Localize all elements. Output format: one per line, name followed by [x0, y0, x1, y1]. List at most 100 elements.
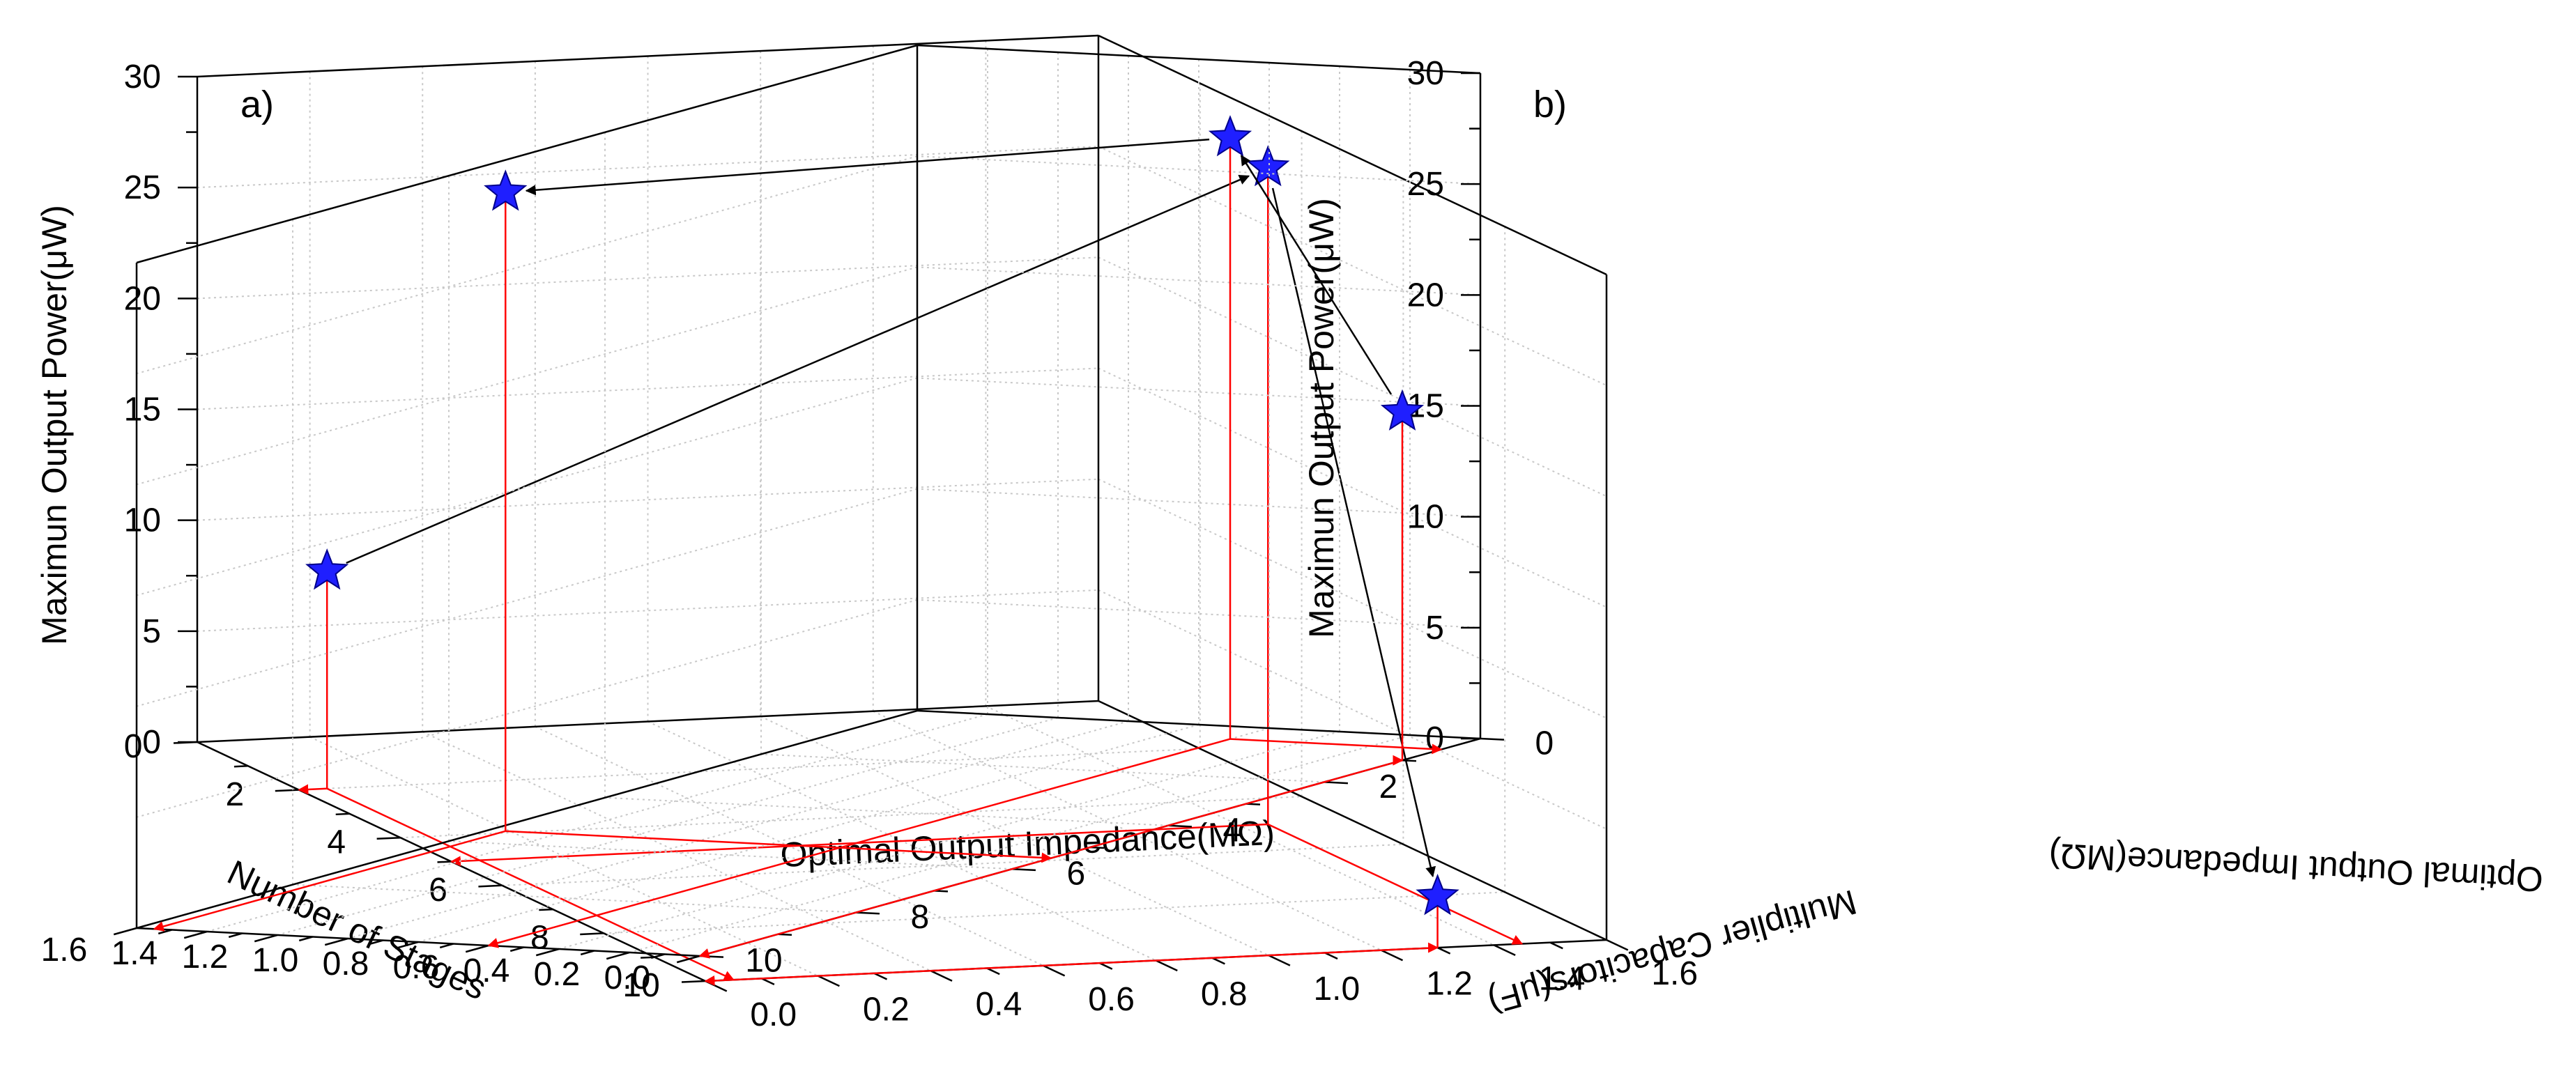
- y-minor-tick: [761, 978, 775, 985]
- x-tick: [1167, 824, 1193, 828]
- back-wall-grid-line: [1098, 589, 1607, 830]
- x-tick-label: 8: [911, 899, 930, 936]
- y-tick-label: 0.2: [534, 956, 581, 993]
- x-tick-label: 6: [429, 872, 447, 909]
- y-tick-label: 0.6: [393, 949, 440, 986]
- y-minor-tick: [650, 953, 665, 959]
- data-point-star: [1416, 874, 1459, 916]
- z-tick-label: 0: [1425, 720, 1444, 757]
- y-tick: [705, 980, 728, 992]
- y-tick-label: 1.4: [1539, 960, 1586, 997]
- side-wall-grid-line: [917, 155, 1481, 185]
- x-tick: [173, 741, 198, 744]
- x-tick-label: 10: [745, 943, 782, 980]
- y-tick-label: 1.6: [1651, 955, 1698, 992]
- x-tick-label: 10: [622, 967, 659, 1004]
- y-tick: [1155, 959, 1178, 972]
- floor-grid-line: [292, 884, 857, 913]
- y-tick-label: 1.2: [182, 939, 229, 975]
- floor-grid-line: [417, 724, 1199, 943]
- box-edge: [917, 709, 1481, 740]
- trend-arrow: [1271, 187, 1436, 878]
- z-tick-label: 25: [1407, 166, 1444, 203]
- y-tick-label: 0.0: [604, 959, 651, 996]
- y-tick: [1606, 939, 1629, 951]
- x-minor-tick: [539, 908, 553, 911]
- y-tick: [676, 955, 700, 964]
- floor-grid-line: [277, 717, 1059, 936]
- y-minor-tick: [1324, 952, 1338, 960]
- y-minor-tick: [580, 950, 595, 956]
- z-tick-label: 10: [124, 502, 161, 539]
- y-tick: [1268, 954, 1291, 966]
- floor-grid-line: [760, 753, 1325, 783]
- box-edge: [136, 709, 918, 929]
- z-tick-label: 20: [1407, 277, 1444, 314]
- x-axis-title: Number of Stages: [222, 852, 492, 1007]
- data-point-star: [305, 548, 349, 590]
- side-wall-grid-line: [917, 266, 1481, 296]
- x-tick-label: 6: [1067, 856, 1086, 893]
- y-tick-label: 0.8: [323, 946, 369, 982]
- floor-grid-line: [629, 734, 1411, 953]
- projection-to-y-axis: [1267, 823, 1524, 945]
- y-tick-label: 1.0: [252, 942, 299, 979]
- x-tick-label: 8: [530, 920, 549, 957]
- y-minor-tick: [873, 972, 888, 980]
- projection-to-x-axis: [1229, 738, 1443, 755]
- data-point-star: [1246, 145, 1290, 187]
- back-wall-grid-line: [1098, 478, 1607, 719]
- back-wall-grid-line: [136, 488, 918, 707]
- projection-to-y-axis: [487, 738, 1231, 948]
- trend-arrow: [346, 175, 1250, 564]
- x-tick-label: 2: [226, 776, 245, 813]
- z-tick-label: 15: [124, 392, 161, 429]
- y-tick-label: 0.0: [750, 996, 797, 1033]
- trend-arrow: [525, 138, 1210, 196]
- box-edge: [136, 44, 918, 264]
- y-tick-label: 0.2: [863, 992, 910, 1028]
- x-tick-label: 0: [124, 728, 143, 765]
- projection-to-y-axis: [326, 787, 735, 981]
- side-wall-grid-line: [917, 377, 1481, 407]
- y-minor-tick: [509, 946, 524, 952]
- data-point-star: [1380, 389, 1425, 431]
- panel-label: b): [1533, 84, 1567, 125]
- side-wall-grid-line: [917, 599, 1481, 628]
- y-tick-label: 0.6: [1088, 981, 1135, 1018]
- back-wall-grid-line: [1098, 367, 1607, 608]
- z-tick-label: 20: [124, 280, 161, 317]
- x-minor-tick: [1402, 759, 1417, 762]
- y-tick: [465, 944, 489, 953]
- x-tick: [681, 980, 706, 983]
- projection-to-x-axis: [298, 784, 328, 795]
- back-wall-grid-line: [136, 599, 918, 818]
- y-tick: [1493, 944, 1516, 956]
- y-tick: [394, 941, 419, 950]
- y-minor-tick: [439, 943, 454, 949]
- x-tick: [275, 789, 299, 792]
- floor-grid-line: [604, 796, 1169, 826]
- back-wall-grid-line: [136, 377, 918, 596]
- z-tick-label: 10: [1407, 499, 1444, 536]
- x-axis-title: Multiplier Capacitors(μF): [1484, 882, 1861, 1021]
- y-minor-tick: [986, 967, 1000, 975]
- z-tick-label: 25: [124, 169, 161, 206]
- y-minor-tick: [228, 932, 243, 939]
- x-tick-label: 4: [327, 824, 346, 861]
- y-tick: [535, 948, 560, 957]
- z-axis-title: Maximun Output Power(μW): [1302, 198, 1341, 638]
- y-minor-tick: [158, 929, 172, 935]
- y-tick: [324, 937, 348, 946]
- floor-grid-line: [347, 720, 1129, 939]
- x-tick-label: 0: [1535, 725, 1554, 762]
- projection-to-x-axis: [505, 830, 1052, 863]
- y-minor-tick: [369, 939, 383, 946]
- y-tick: [930, 970, 953, 982]
- box-edge: [1098, 34, 1607, 276]
- y-tick-label: 0.8: [1201, 975, 1248, 1012]
- y-tick-label: 1.0: [1313, 971, 1360, 1008]
- x-tick-label: 2: [1379, 769, 1398, 805]
- projection-to-x-axis: [704, 946, 1438, 986]
